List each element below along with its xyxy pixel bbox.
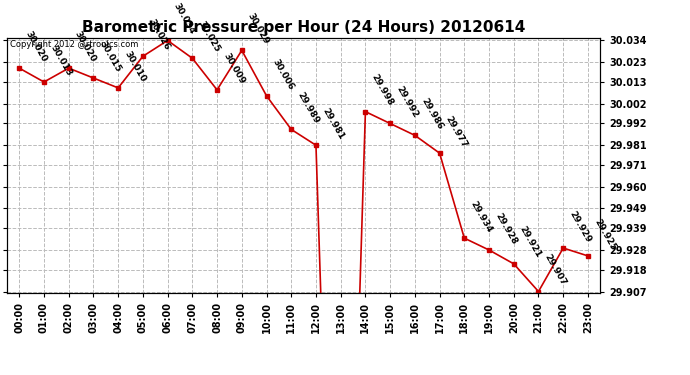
Text: 30.025: 30.025 [197, 20, 221, 54]
Text: 29.986: 29.986 [419, 96, 444, 131]
Text: 30.026: 30.026 [147, 18, 172, 52]
Text: 30.034: 30.034 [172, 2, 197, 36]
Title: Barometric Pressure per Hour (24 Hours) 20120614: Barometric Pressure per Hour (24 Hours) … [82, 20, 525, 35]
Text: 29.981: 29.981 [320, 106, 346, 141]
Text: 29.992: 29.992 [394, 84, 420, 119]
Text: 29.925: 29.925 [592, 217, 618, 252]
Text: Copyright 2012 @rtronics.com: Copyright 2012 @rtronics.com [10, 40, 138, 49]
Text: 30.029: 30.029 [246, 12, 271, 46]
Text: 29.928: 29.928 [493, 211, 518, 246]
Text: 29.929: 29.929 [567, 209, 593, 244]
Text: 30.013: 30.013 [48, 44, 73, 78]
Text: 29.998: 29.998 [370, 73, 395, 108]
Text: 30.015: 30.015 [97, 40, 123, 74]
Text: 30.010: 30.010 [122, 50, 147, 84]
Text: 30.006: 30.006 [270, 57, 295, 92]
Text: 29.921: 29.921 [518, 225, 543, 260]
Text: 29.595: 29.595 [0, 374, 1, 375]
Text: 30.020: 30.020 [73, 30, 98, 64]
Text: 30.009: 30.009 [221, 51, 246, 86]
Text: 29.977: 29.977 [444, 114, 469, 149]
Text: 30.020: 30.020 [23, 30, 48, 64]
Text: 29.989: 29.989 [295, 90, 321, 125]
Text: 29.934: 29.934 [469, 199, 494, 234]
Text: 29.907: 29.907 [542, 253, 568, 287]
